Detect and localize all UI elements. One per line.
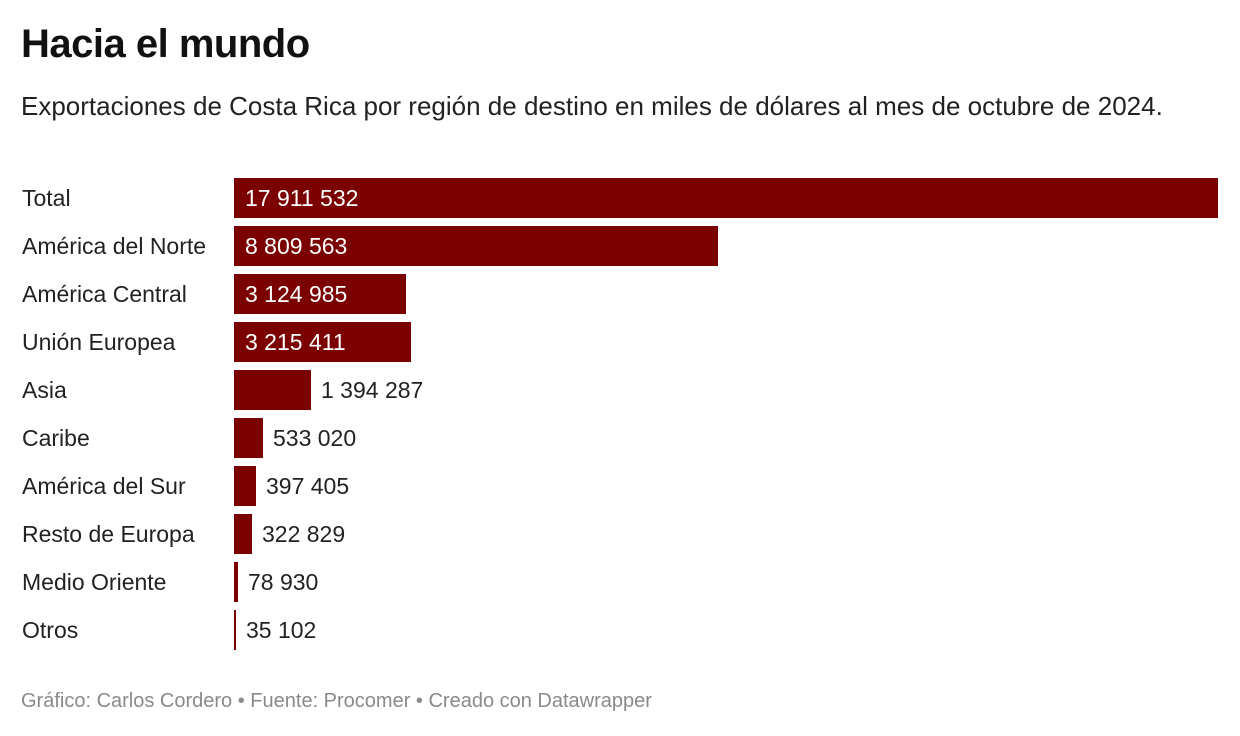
value-label: 397 405 [266, 473, 350, 499]
category-label: Resto de Europa [22, 521, 195, 547]
bar-row: Resto de Europa 322 829 [0, 514, 1240, 554]
value-label: 3 124 985 [245, 281, 348, 307]
chart-footer-credits: Gráfico: Carlos Cordero • Fuente: Procom… [21, 690, 652, 712]
category-label: América Central [22, 281, 187, 307]
bar [234, 610, 236, 650]
bar-row: Caribe 533 020 [0, 418, 1240, 458]
bar-row: Otros 35 102 [0, 610, 1240, 650]
chart-title: Hacia el mundo [21, 22, 310, 66]
value-label: 1 394 287 [321, 377, 424, 403]
bar-row: América del Norte 8 809 563 [0, 226, 1240, 266]
value-label: 78 930 [248, 569, 319, 595]
category-label: Medio Oriente [22, 569, 167, 595]
bar-row: Total 17 911 532 [0, 178, 1240, 218]
value-label: 322 829 [262, 521, 346, 547]
category-label: Asia [22, 377, 67, 403]
bar-row: América del Sur 397 405 [0, 466, 1240, 506]
bar-row: América Central 3 124 985 [0, 274, 1240, 314]
bar [234, 562, 238, 602]
bar-row: Unión Europea 3 215 411 [0, 322, 1240, 362]
bar [234, 514, 252, 554]
category-label: Otros [22, 617, 79, 643]
value-label: 17 911 532 [245, 185, 359, 211]
bar [234, 466, 256, 506]
category-label: América del Sur [22, 473, 186, 499]
value-label: 3 215 411 [245, 329, 346, 355]
bar-row: Asia 1 394 287 [0, 370, 1240, 410]
category-label: Total [22, 185, 71, 211]
category-label: América del Norte [22, 233, 207, 259]
bar [234, 370, 311, 410]
bar-row: Medio Oriente 78 930 [0, 562, 1240, 602]
bar [234, 418, 263, 458]
value-label: 533 020 [273, 425, 357, 451]
chart-subtitle: Exportaciones de Costa Rica por región d… [21, 91, 1163, 121]
bar [234, 274, 406, 314]
bar [234, 178, 1218, 218]
bar [234, 322, 411, 362]
category-label: Caribe [22, 425, 90, 451]
category-label: Unión Europea [22, 329, 176, 355]
value-label: 8 809 563 [245, 233, 348, 259]
bar-chart: Total 17 911 532 América del Norte 8 809 56… [0, 178, 1240, 658]
value-label: 35 102 [246, 617, 317, 643]
bar [234, 226, 718, 266]
